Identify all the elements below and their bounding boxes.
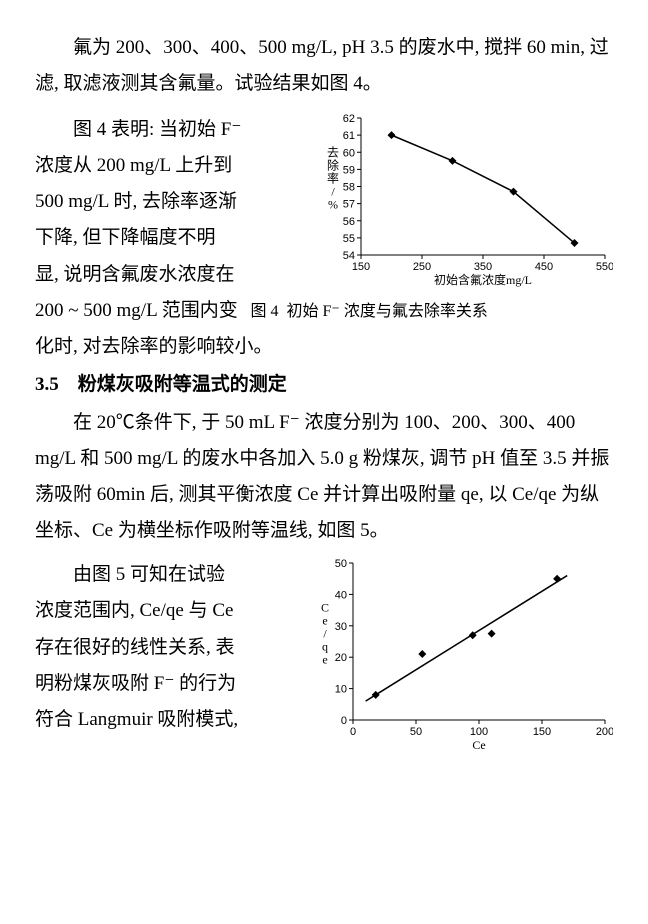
svg-text:Ce: Ce	[472, 738, 485, 752]
section-3-5-heading: 3.5 粉煤灰吸附等温式的测定	[35, 367, 613, 403]
svg-text:56: 56	[343, 216, 355, 228]
svg-text:58: 58	[343, 182, 355, 194]
svg-text:250: 250	[413, 261, 431, 273]
svg-text:550: 550	[596, 261, 613, 273]
svg-text:40: 40	[335, 590, 347, 602]
svg-text:初始含氟浓度mg/L: 初始含氟浓度mg/L	[434, 272, 532, 287]
svg-text:200: 200	[596, 726, 613, 738]
section-3-5-paragraph: 在 20℃条件下, 于 50 mL F⁻ 浓度分别为 100、200、300、4…	[35, 405, 613, 549]
svg-text:450: 450	[535, 261, 553, 273]
fig4-text-l6-pre: 200 ~ 500 mg/L 范围内变	[35, 300, 238, 321]
fig5-block: 01020304050050100150200CeCe/qe 由图 5 可知在试…	[35, 557, 613, 754]
fig4-caption-prefix: 图 4	[251, 303, 279, 320]
fig5-chart: 01020304050050100150200CeCe/qe	[313, 557, 613, 752]
svg-text:59: 59	[343, 165, 355, 177]
svg-text:57: 57	[343, 199, 355, 211]
fig4-caption-rest: 初始 F⁻ 浓度与氟去除率关系	[287, 303, 488, 320]
svg-text:150: 150	[533, 726, 551, 738]
svg-text:62: 62	[343, 113, 355, 125]
svg-text:60: 60	[343, 147, 355, 159]
svg-text:10: 10	[335, 684, 347, 696]
svg-text:0: 0	[350, 726, 356, 738]
svg-text:e: e	[322, 614, 327, 628]
fig4-caption: 图 4 初始 F⁻ 浓度与氟去除率关系	[251, 303, 488, 320]
svg-text:50: 50	[335, 558, 347, 570]
svg-text:率: 率	[327, 171, 339, 186]
intro-paragraph: 氟为 200、300、400、500 mg/L, pH 3.5 的废水中, 搅拌…	[35, 30, 613, 102]
svg-text:350: 350	[474, 261, 492, 273]
svg-text:/: /	[331, 185, 335, 199]
fig4-text-l7: 化时, 对去除率的影响较小。	[35, 329, 613, 365]
svg-text:/: /	[323, 627, 327, 641]
fig4-block: 545556575859606162150250350450550初始含氟浓度m…	[35, 112, 613, 365]
fig4-chart: 545556575859606162150250350450550初始含氟浓度m…	[323, 112, 613, 287]
svg-text:100: 100	[470, 726, 488, 738]
svg-text:30: 30	[335, 621, 347, 633]
svg-text:C: C	[321, 601, 329, 615]
svg-text:去: 去	[327, 146, 339, 160]
fig5-chart-container: 01020304050050100150200CeCe/qe	[313, 557, 613, 752]
svg-text:0: 0	[341, 715, 347, 727]
svg-text:e: e	[322, 653, 327, 667]
svg-text:20: 20	[335, 653, 347, 665]
svg-text:150: 150	[352, 261, 370, 273]
svg-text:50: 50	[410, 726, 422, 738]
fig4-chart-container: 545556575859606162150250350450550初始含氟浓度m…	[323, 112, 613, 287]
svg-text:除: 除	[327, 158, 339, 173]
fig4-text-l6: 200 ~ 500 mg/L 范围内变 图 4 初始 F⁻ 浓度与氟去除率关系	[35, 293, 613, 329]
svg-text:61: 61	[343, 130, 355, 142]
svg-text:55: 55	[343, 233, 355, 245]
svg-text:q: q	[322, 640, 328, 654]
svg-text:%: %	[328, 198, 338, 212]
